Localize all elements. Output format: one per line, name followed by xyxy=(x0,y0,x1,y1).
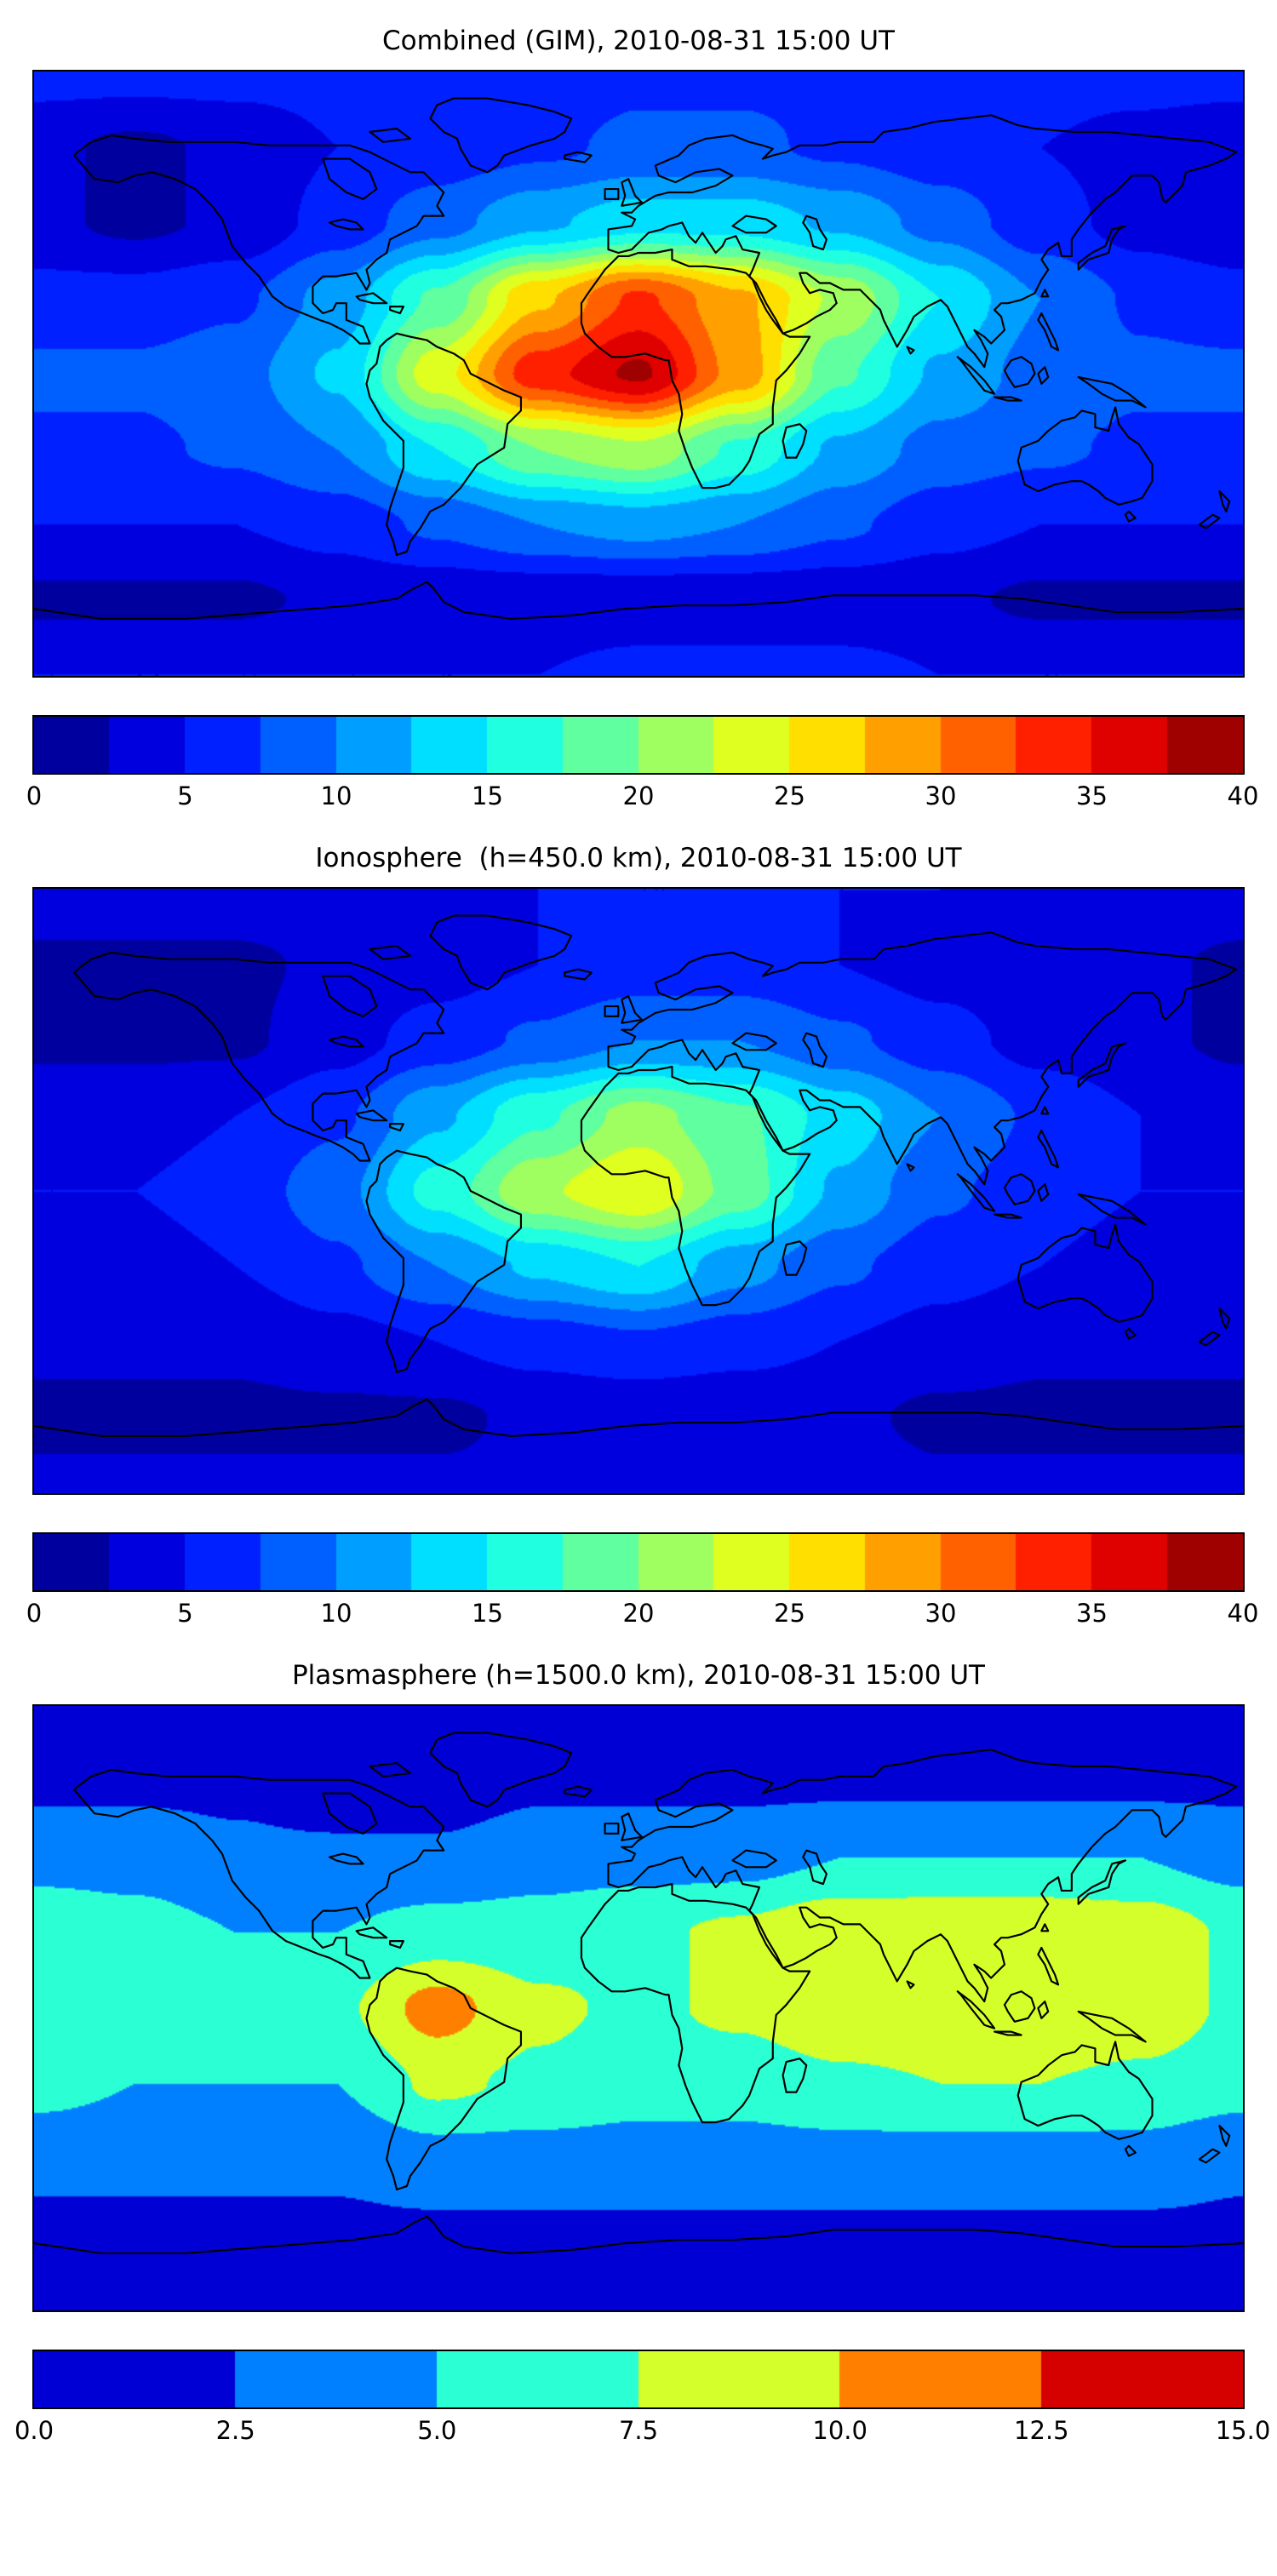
colorbar-gradient xyxy=(34,1534,1243,1590)
colorbar-tick-label: 2.5 xyxy=(215,2416,255,2445)
world-coastlines xyxy=(34,914,1243,1438)
colorbar-tick-row: 0 5 10 15 20 25 30 35 40 xyxy=(26,778,1259,817)
colorbar xyxy=(32,715,1245,775)
panel-title: Combined (GIM), 2010-08-31 15:00 UT xyxy=(382,26,895,56)
panel-plasmasphere: Plasmasphere (h=1500.0 km), 2010-08-31 1… xyxy=(0,1657,1277,2452)
colorbar-tick-label: 40 xyxy=(1227,1599,1259,1628)
colorbar-tick-label: 0.0 xyxy=(14,2416,54,2445)
colorbar-tick-label: 20 xyxy=(622,1599,655,1628)
colorbar-tick-label: 7.5 xyxy=(618,2416,659,2445)
colorbar-tick-label: 40 xyxy=(1227,781,1259,810)
colorbar-tick-row: 0 5 10 15 20 25 30 35 40 xyxy=(26,1595,1259,1634)
colorbar-tick-label: 5.0 xyxy=(417,2416,457,2445)
colorbar-tick-label: 0 xyxy=(26,1599,43,1628)
colorbar-tick-label: 15 xyxy=(472,1599,503,1628)
colorbar-tick-label: 5 xyxy=(177,781,193,810)
tec-contour-field xyxy=(34,1706,1243,2310)
map-axes xyxy=(32,887,1245,1495)
colorbar-tick-label: 12.5 xyxy=(1014,2416,1069,2445)
colorbar-tick-label: 20 xyxy=(622,781,655,810)
panel-title: Ionosphere (h=450.0 km), 2010-08-31 15:0… xyxy=(315,843,962,873)
colorbar-tick-label: 25 xyxy=(774,781,805,810)
colorbar-tick-label: 0 xyxy=(26,781,43,810)
colorbar-tick-label: 30 xyxy=(925,1599,957,1628)
tec-contour-field xyxy=(34,889,1243,1493)
colorbar-tick-label: 30 xyxy=(925,781,957,810)
colorbar-tick-label: 10 xyxy=(320,1599,352,1628)
colorbar-tick-label: 5 xyxy=(177,1599,193,1628)
colorbar-tick-label: 15.0 xyxy=(1215,2416,1271,2445)
colorbar-tick-label: 15 xyxy=(472,781,503,810)
colorbar-gradient xyxy=(34,2351,1243,2407)
colorbar xyxy=(32,1532,1245,1592)
colorbar-tick-label: 10.0 xyxy=(812,2416,868,2445)
colorbar xyxy=(32,2350,1245,2409)
world-coastlines xyxy=(34,1732,1243,2255)
map-axes xyxy=(32,1704,1245,2312)
colorbar-tick-label: 25 xyxy=(774,1599,805,1628)
colorbar-tick-label: 35 xyxy=(1076,1599,1108,1628)
panel-combined-gim: Combined (GIM), 2010-08-31 15:00 UT 0 5 10… xyxy=(0,22,1277,817)
colorbar-tick-label: 10 xyxy=(320,781,352,810)
tec-contour-field xyxy=(34,72,1243,676)
colorbar-tick-row: 0.0 2.5 5.0 7.5 10.0 12.5 15.0 xyxy=(14,2413,1270,2452)
world-coastlines xyxy=(34,97,1243,621)
panel-title: Plasmasphere (h=1500.0 km), 2010-08-31 1… xyxy=(291,1660,985,1691)
colorbar-gradient xyxy=(34,717,1243,773)
colorbar-tick-label: 35 xyxy=(1076,781,1108,810)
panel-ionosphere: Ionosphere (h=450.0 km), 2010-08-31 15:0… xyxy=(0,839,1277,1634)
map-axes xyxy=(32,70,1245,678)
